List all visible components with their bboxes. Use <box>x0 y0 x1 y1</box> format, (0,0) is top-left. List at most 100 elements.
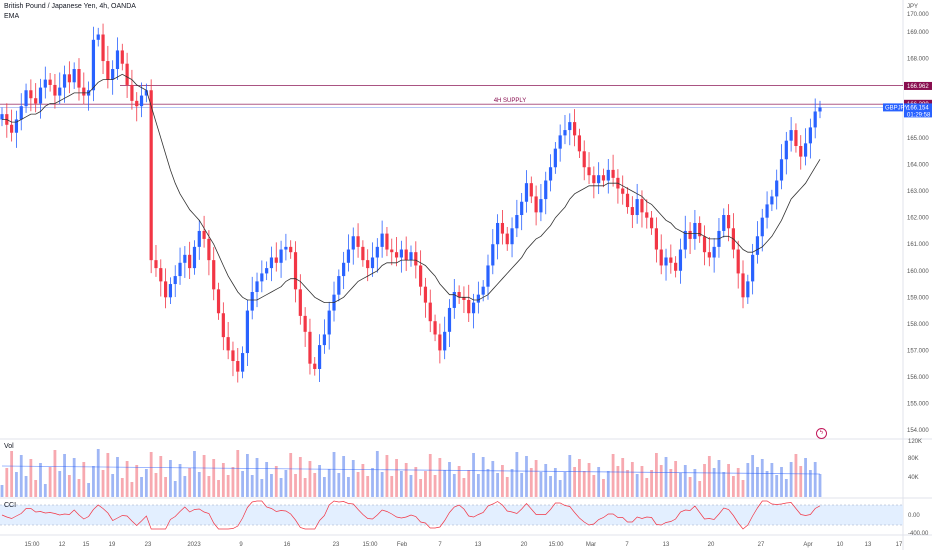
volume-bar <box>356 472 360 497</box>
volume-bar <box>226 475 230 497</box>
volume-bar <box>582 471 586 497</box>
candle-body <box>82 87 86 96</box>
candle-body <box>24 90 28 107</box>
candle-body <box>192 246 197 269</box>
candle-body <box>799 146 803 157</box>
volume-bar <box>92 466 95 497</box>
candle-body <box>260 273 264 282</box>
candle-body <box>34 98 38 104</box>
candle-body <box>62 74 67 88</box>
candle-body <box>611 169 615 178</box>
candle-body <box>755 236 760 255</box>
candle-body <box>337 276 341 295</box>
candle-body <box>577 135 582 152</box>
candle-body <box>197 230 201 247</box>
volume-bar <box>553 468 557 497</box>
candle-body <box>101 34 105 62</box>
candle-body <box>702 236 707 253</box>
candle-body <box>250 292 254 311</box>
volume-bar <box>221 463 225 497</box>
candle-body <box>779 159 784 181</box>
candle-body <box>515 215 519 229</box>
candle-body <box>221 313 225 338</box>
candle-body <box>553 148 557 168</box>
candle-body <box>573 122 577 136</box>
volume-bar <box>568 455 572 497</box>
candle-body <box>496 222 500 245</box>
candle-body <box>818 107 822 112</box>
price-tick: 170.000 <box>907 12 929 18</box>
price-tick: 155.000 <box>907 401 929 407</box>
ema-legend[interactable]: EMA <box>4 13 20 20</box>
candle-body <box>481 286 485 295</box>
time-tick: 7 <box>625 542 629 548</box>
candles[interactable] <box>0 23 822 383</box>
volume-bar <box>491 461 495 497</box>
time-tick: 15:00 <box>362 542 378 548</box>
time-tick: 27 <box>758 542 765 548</box>
volume-bar <box>404 463 408 497</box>
volume-bar <box>313 473 317 497</box>
cci-label[interactable]: CCI <box>4 502 17 509</box>
price-tick: 157.000 <box>907 348 929 354</box>
volume-bar <box>173 481 177 497</box>
volume-bar <box>308 461 312 497</box>
volume-bar <box>529 468 533 497</box>
candle-body <box>366 260 370 269</box>
candle-body <box>284 246 288 250</box>
candle-body <box>423 286 428 303</box>
lightning-icon[interactable]: ϟ <box>816 428 827 439</box>
time-tick: 7 <box>438 542 442 548</box>
volume-bar <box>438 458 442 497</box>
volume-bar <box>751 455 755 497</box>
volume-bar <box>409 475 413 497</box>
candle-body <box>476 294 480 303</box>
candle-body <box>212 260 216 290</box>
countdown-tag: 01:29:58 <box>907 112 931 118</box>
candle-body <box>120 50 124 64</box>
volume-bar <box>741 480 745 497</box>
volume-bar <box>125 461 129 497</box>
volume-bar <box>101 470 105 497</box>
current-price-bg <box>904 103 932 118</box>
volume-bar <box>443 470 447 497</box>
candle-body <box>452 292 456 308</box>
volume-bar <box>265 462 269 497</box>
time-tick: 15 <box>83 542 90 548</box>
volume-bar <box>366 476 370 497</box>
ema-polyline <box>2 73 821 304</box>
candle-body <box>236 361 240 372</box>
candle-body <box>688 230 692 239</box>
volume-bar <box>462 478 466 497</box>
candle-body <box>534 196 538 213</box>
symbol-title[interactable]: British Pound / Japanese Yen, 4h, OANDA <box>4 3 136 10</box>
price-tick: 158.000 <box>907 322 929 328</box>
volume-bar <box>505 477 509 497</box>
volume-bar <box>587 463 591 497</box>
volume-bar <box>679 473 682 497</box>
candle-body <box>467 299 471 314</box>
volume-bar <box>717 460 721 497</box>
volume-bar <box>452 474 456 497</box>
candle-body <box>298 289 302 316</box>
candle-body <box>640 199 644 213</box>
candle-body <box>38 87 43 104</box>
volume-bar <box>760 459 764 497</box>
volume-label[interactable]: Vol <box>4 443 14 450</box>
candle-body <box>313 363 317 369</box>
volume-bar <box>231 467 235 497</box>
candle-body <box>645 212 649 218</box>
candle-body <box>0 114 4 120</box>
candle-body <box>751 254 755 282</box>
zone-upper-tag-bg <box>904 81 932 90</box>
candle-body <box>722 215 726 231</box>
price-tick: 162.000 <box>907 216 929 222</box>
candle-body <box>736 249 740 274</box>
candle-body <box>510 228 514 245</box>
volume-bar <box>611 454 615 497</box>
volume-bar <box>597 467 601 497</box>
volume-tick: 120K <box>908 439 922 445</box>
candle-body <box>813 111 817 128</box>
